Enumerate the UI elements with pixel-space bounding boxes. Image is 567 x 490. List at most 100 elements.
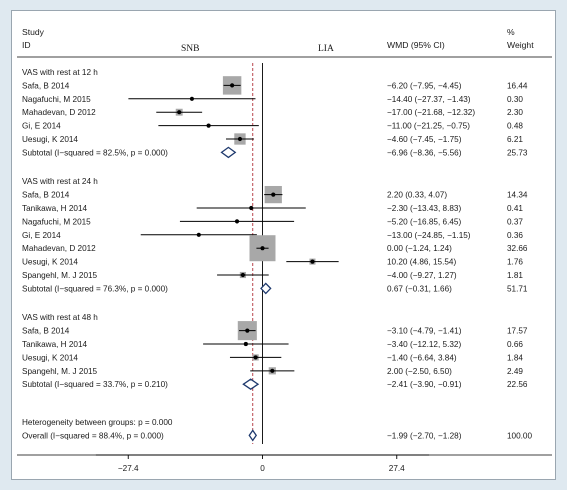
study-0-4-weight: 6.21 [507,135,523,144]
study-2-3-ci: 2.00 (−2.50, 6.50) [387,367,452,376]
study-1-5-label: Uesugi, K 2014 [22,258,78,267]
overall-weight: 100.00 [507,431,532,440]
right-favours-label: LIA [318,44,334,54]
study-2-1-label: Tanikawa, H 2014 [22,340,88,349]
study-1-3-label: Gi, E 2014 [22,231,61,240]
study-1-5-weight: 1.76 [507,258,523,267]
study-1-0-label: Safa, B 2014 [22,191,70,200]
subtotal-diamond-1 [260,282,272,295]
subtotal-1-ci: 0.67 (−0.31, 1.66) [387,284,452,293]
point-estimate-0-4 [237,136,243,142]
study-1-1-label: Tanikawa, H 2014 [22,204,88,213]
point-estimate-0-3 [206,123,211,128]
subtotal-1-label: Subtotal (I−squared = 76.3%, p = 0.000) [22,284,168,293]
study-2-2-weight: 1.84 [507,353,523,362]
point-estimate-1-5 [310,259,315,264]
point-estimate-1-0 [271,192,276,197]
study-0-4-ci: −4.60 (−7.45, −1.75) [387,135,462,144]
study-1-4-ci: 0.00 (−1.24, 1.24) [387,244,452,253]
study-1-6-label: Spangehl, M. J 2015 [22,271,98,280]
subtotal-0-weight: 25.73 [507,148,528,157]
point-estimate-1-6 [240,272,245,278]
study-1-6-weight: 1.81 [507,271,523,280]
study-2-1-weight: 0.66 [507,340,523,349]
left-favours-label: SNB [181,44,199,54]
x-tick-label-0: −27.4 [118,464,139,473]
subtotal-2-weight: 22.56 [507,380,528,389]
subtotal-1-weight: 51.71 [507,284,528,293]
x-tick-label-1: 0 [260,464,265,473]
point-estimate-2-1 [243,341,248,347]
study-1-3-weight: 0.36 [507,231,523,240]
weight-header: Weight [507,40,534,50]
study-1-6-ci: −4.00 (−9.27, 1.27) [387,271,457,280]
subtotal-2-ci: −2.41 (−3.90, −0.91) [387,380,462,389]
study-0-1-label: Nagafuchi, M 2015 [22,95,91,104]
study-1-0-weight: 14.34 [507,191,528,200]
x-tick-label-2: 27.4 [389,464,405,473]
forest-plot: Study ID SNB LIA WMD (95% CI) % Weight V… [17,27,552,473]
study-1-1-ci: −2.30 (−13.43, 8.83) [387,204,461,213]
study-2-0-weight: 17.57 [507,327,528,336]
study-2-2-label: Uesugi, K 2014 [22,353,78,362]
study-rows: VAS with rest at 12 h Safa, B 2014 −6.20 (… [22,68,532,442]
point-estimate-2-0 [245,328,250,333]
point-estimate-0-2 [177,110,182,115]
study-1-2-label: Nagafuchi, M 2015 [22,217,91,226]
group-title-1: VAS with rest at 24 h [22,177,98,186]
group-title-2: VAS with rest at 48 h [22,313,98,322]
study-1-1-weight: 0.41 [507,204,523,213]
study-1-2-weight: 0.37 [507,217,523,226]
wmd-header: WMD (95% CI) [387,40,445,50]
study-0-3-label: Gi, E 2014 [22,122,61,131]
subtotal-0-ci: −6.96 (−8.36, −5.56) [387,148,462,157]
study-0-1-ci: −14.40 (−27.37, −1.43) [387,95,471,104]
study-1-2-ci: −5.20 (−16.85, 6.45) [387,217,461,226]
point-estimate-1-4 [260,246,265,251]
subtotal-0-label: Subtotal (I−squared = 82.5%, p = 0.000) [22,148,168,157]
header-row: Study ID SNB LIA WMD (95% CI) % Weight [22,27,534,54]
study-2-1-ci: −3.40 (−12.12, 5.32) [387,340,461,349]
study-header: Study [22,27,45,37]
heterogeneity-label: Heterogeneity between groups: p = 0.000 [22,418,173,427]
study-0-4-label: Uesugi, K 2014 [22,135,78,144]
point-estimate-1-3 [196,232,201,237]
x-axis: −27.4 0 27.4 [95,454,430,473]
overall-label: Overall (I−squared = 88.4%, p = 0.000) [22,431,164,440]
point-estimate-1-1 [249,205,254,211]
study-2-3-weight: 2.49 [507,367,523,376]
forest-plot-panel: Study ID SNB LIA WMD (95% CI) % Weight V… [11,10,556,480]
study-1-5-ci: 10.20 (4.86, 15.54) [387,258,456,267]
study-2-3-label: Spangehl, M. J 2015 [22,367,98,376]
point-estimate-0-0 [230,83,235,88]
study-2-0-ci: −3.10 (−4.79, −1.41) [387,327,462,336]
study-1-0-ci: 2.20 (0.33, 4.07) [387,191,447,200]
study-2-2-ci: −1.40 (−6.64, 3.84) [387,353,457,362]
subtotal-diamond-0 [220,146,237,159]
subtotal-diamond-2 [242,378,260,391]
id-header: ID [22,40,31,50]
study-1-4-weight: 32.66 [507,244,528,253]
study-0-2-ci: −17.00 (−21.68, −12.32) [387,108,475,117]
point-estimate-1-2 [234,219,240,224]
study-1-4-label: Mahadevan, D 2012 [22,244,96,253]
study-0-3-weight: 0.48 [507,122,523,131]
study-0-0-label: Safa, B 2014 [22,81,70,90]
study-0-3-ci: −11.00 (−21.25, −0.75) [387,122,470,131]
study-2-0-label: Safa, B 2014 [22,327,70,336]
study-0-2-label: Mahadevan, D 2012 [22,108,96,117]
point-estimate-2-3 [270,368,275,373]
group-title-0: VAS with rest at 12 h [22,68,98,77]
study-0-0-ci: −6.20 (−7.95, −4.45) [387,81,462,90]
study-0-0-weight: 16.44 [507,81,528,90]
percent-header: % [507,27,515,37]
study-0-2-weight: 2.30 [507,108,523,117]
study-0-1-weight: 0.30 [507,95,523,104]
subtotal-2-label: Subtotal (I−squared = 33.7%, p = 0.210) [22,380,168,389]
study-1-3-ci: −13.00 (−24.85, −1.15) [387,231,471,240]
overall-diamond [248,429,258,442]
overall-ci: −1.99 (−2.70, −1.28) [387,431,462,440]
point-estimate-0-1 [189,96,195,101]
point-estimate-2-2 [253,355,258,360]
